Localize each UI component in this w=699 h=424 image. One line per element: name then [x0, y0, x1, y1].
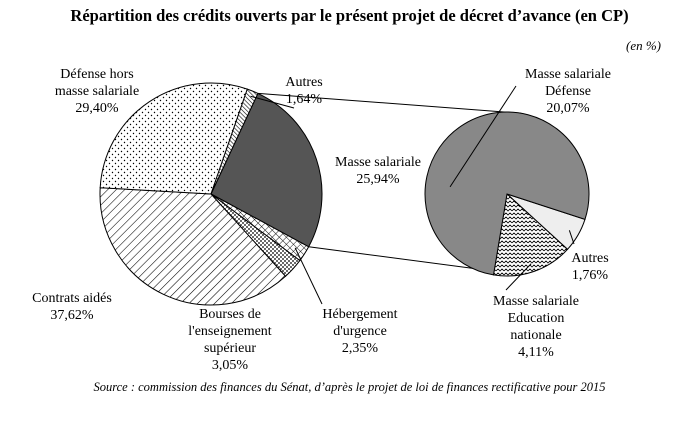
detail-label-2: Masse salariale Education nationale 4,11% — [493, 294, 579, 360]
main-slice-4 — [99, 82, 248, 195]
source-note: Source : commission des finances du Séna… — [93, 380, 606, 394]
main-label-1: Hébergement d'urgence 2,35% — [322, 307, 397, 356]
main-slice-3 — [99, 187, 287, 306]
leader-main-5 — [250, 95, 295, 109]
pie-of-pie-chart: Masse salariale 25,94% Hébergement d'urgenc… — [32, 67, 611, 373]
leader-detail-0 — [449, 85, 517, 188]
detail-slice-0 — [424, 111, 590, 276]
detail-label-0: Masse salariale Défense 20,07% — [525, 67, 611, 116]
detail-label-1: Autres 1,76% — [571, 251, 608, 283]
main-label-4: Défense hors masse salariale 29,40% — [55, 67, 139, 116]
leader-detail-2 — [505, 263, 532, 291]
leader-main-1 — [294, 247, 323, 305]
slice-labels: Masse salariale 25,94% Hébergement d'urgenc… — [32, 67, 611, 373]
main-slice-5 — [210, 88, 259, 195]
detail-slice-2 — [492, 193, 569, 277]
main-pie — [99, 82, 323, 306]
main-label-3: Contrats aidés 37,62% — [32, 291, 112, 323]
unit-label: (en %) — [625, 38, 661, 53]
main-label-5: Autres 1,64% — [285, 75, 322, 107]
detail-pie — [424, 111, 590, 277]
leader-lines — [250, 85, 575, 305]
main-label-2: Bourses de l'enseignement supérieur 3,05% — [188, 307, 271, 373]
main-label-0: Masse salariale 25,94% — [335, 155, 421, 187]
connector-line-0 — [257, 92, 522, 114]
leader-detail-1 — [568, 230, 575, 245]
chart-title: Répartition des crédits ouverts par le p… — [70, 6, 629, 25]
